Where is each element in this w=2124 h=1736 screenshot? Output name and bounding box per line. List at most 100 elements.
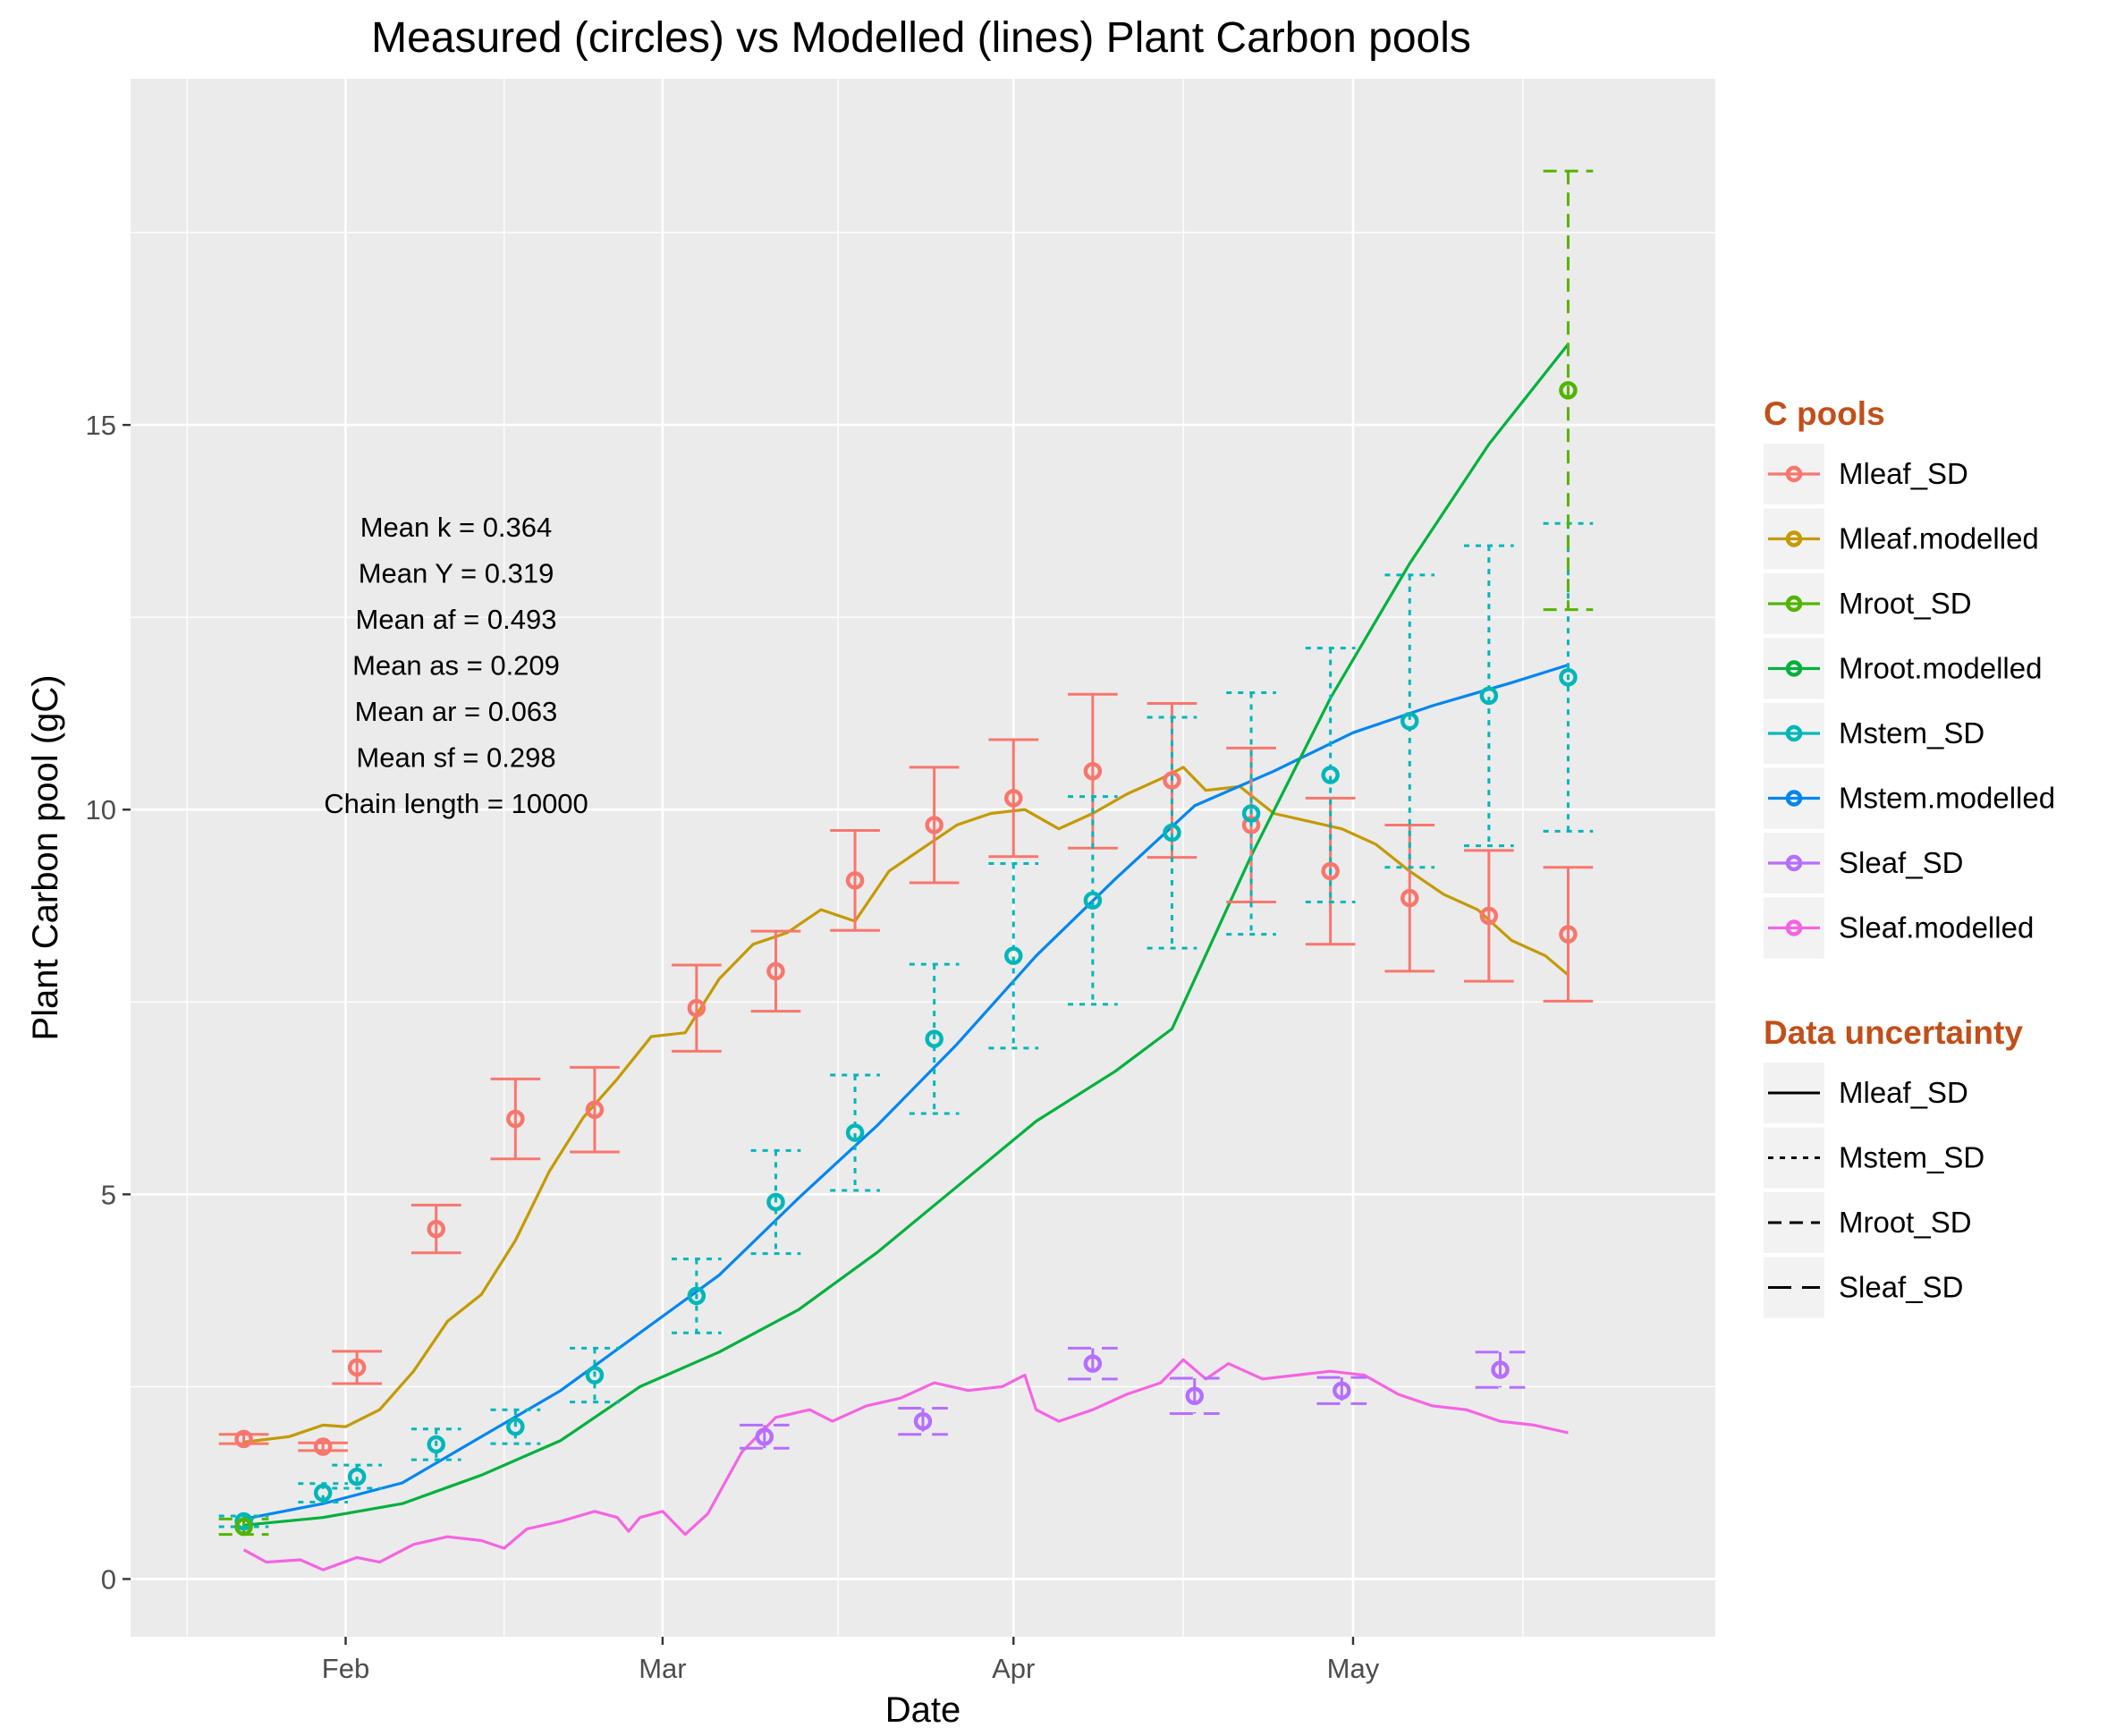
sleaf-sd-point bbox=[1185, 1386, 1205, 1405]
legend-key-point bbox=[1785, 919, 1803, 936]
line-Mroot-modelled bbox=[243, 343, 1570, 1527]
mroot-sd-point bbox=[1559, 381, 1578, 400]
sleaf-sd-point bbox=[1333, 1381, 1351, 1400]
mleaf-sd-point bbox=[925, 816, 944, 834]
legend-key-point bbox=[1785, 724, 1803, 742]
mleaf-sd-point bbox=[687, 998, 707, 1018]
y-tick-label: 10 bbox=[86, 794, 116, 826]
mleaf-sd-point bbox=[347, 1358, 367, 1377]
sleaf-sd-point bbox=[1491, 1360, 1510, 1379]
legend-pools: Mleaf_SD Mleaf.modelled Mroot_SD Mroot.mode… bbox=[1764, 444, 2055, 959]
mstem-sd-point bbox=[506, 1417, 525, 1436]
grid-minor bbox=[131, 79, 1715, 1637]
mleaf-sd-point bbox=[1083, 761, 1103, 781]
sleaf-sd-point bbox=[1083, 1354, 1103, 1373]
legend-label: Mroot_SD bbox=[1839, 587, 1972, 620]
annotation-text: Chain length = 10000 bbox=[324, 788, 588, 819]
mstem-sd-point bbox=[1321, 766, 1340, 784]
mroot-sd-point bbox=[234, 1517, 253, 1537]
mstem-sd-point bbox=[1559, 668, 1578, 687]
mstem-sd-point bbox=[766, 1192, 785, 1212]
sleaf-sd-point bbox=[755, 1427, 774, 1446]
legend-key-point bbox=[1785, 595, 1803, 613]
legend-key-point bbox=[1785, 854, 1803, 872]
mstem-sd-point bbox=[347, 1467, 367, 1486]
sleaf-sd-point bbox=[913, 1411, 933, 1431]
mleaf-sd-point bbox=[585, 1100, 605, 1119]
mstem-sd-point bbox=[313, 1483, 333, 1503]
legend-label: Mleaf.modelled bbox=[1839, 522, 2039, 555]
mleaf-sd-point bbox=[1241, 816, 1261, 834]
grid-major bbox=[131, 79, 1715, 1637]
legend-label: Mroot_SD bbox=[1839, 1206, 1972, 1239]
line-Sleaf-modelled bbox=[242, 1358, 1569, 1571]
mleaf-sd-point bbox=[766, 961, 785, 981]
legend-label: Mstem.modelled bbox=[1839, 782, 2055, 815]
legend-key-point bbox=[1785, 790, 1803, 807]
mleaf-sd-point bbox=[313, 1437, 333, 1456]
y-axis-label: Plant Carbon pool (gC) bbox=[26, 674, 65, 1040]
legend: C pools Mleaf_SD Mleaf.modelled Mroot_SD Mr… bbox=[1764, 395, 2055, 1318]
mleaf-sd-point bbox=[1321, 861, 1340, 881]
mleaf-sd-point bbox=[506, 1109, 525, 1129]
mstem-sd-point bbox=[845, 1123, 865, 1142]
y-tick-label: 15 bbox=[86, 410, 116, 441]
annotation-text: Mean Y = 0.319 bbox=[359, 558, 554, 589]
mstem-sd-point bbox=[1163, 823, 1181, 843]
mleaf-sd-point bbox=[427, 1219, 445, 1239]
legend-label: Mstem_SD bbox=[1839, 1141, 1984, 1174]
legend-uncertainty: Mleaf_SD Mstem_SD Mroot_SD Sleaf_SD bbox=[1764, 1063, 1984, 1318]
mleaf-sd-point bbox=[1400, 888, 1419, 908]
parameter-annotations: Mean k = 0.364 Mean Y = 0.319 Mean af = 0.… bbox=[324, 512, 588, 819]
x-tick-label: Mar bbox=[639, 1653, 686, 1684]
x-tick-label: May bbox=[1327, 1653, 1380, 1684]
y-tick-label: 5 bbox=[101, 1179, 116, 1210]
x-tick-label: Apr bbox=[992, 1653, 1035, 1684]
legend-uncertainty-title: Data uncertainty bbox=[1764, 1014, 2023, 1051]
annotation-text: Mean k = 0.364 bbox=[360, 512, 553, 543]
mstem-sd-point bbox=[925, 1029, 944, 1048]
line-Mleaf-modelled bbox=[243, 766, 1570, 1444]
y-tick-label: 0 bbox=[101, 1563, 116, 1595]
chart-title: Measured (circles) vs Modelled (lines) P… bbox=[371, 14, 1471, 62]
line-Mstem-modelled bbox=[243, 663, 1569, 1520]
mstem-sd-point bbox=[1400, 712, 1419, 731]
legend-label: Mroot.modelled bbox=[1839, 652, 2042, 685]
mleaf-sd-point bbox=[1163, 771, 1181, 790]
annotation-text: Mean af = 0.493 bbox=[356, 604, 557, 635]
legend-key-point bbox=[1785, 660, 1803, 677]
mstem-sd-point bbox=[585, 1366, 605, 1385]
legend-label: Sleaf_SD bbox=[1839, 1271, 1963, 1304]
legend-label: Mstem_SD bbox=[1839, 716, 1984, 749]
legend-label: Mleaf_SD bbox=[1839, 1076, 1968, 1109]
legend-label: Sleaf_SD bbox=[1839, 846, 1963, 879]
error-bars bbox=[218, 169, 1594, 1537]
mstem-sd-point bbox=[1004, 946, 1023, 965]
legend-key-point bbox=[1785, 465, 1803, 483]
y-axis: 0 5 10 15 bbox=[86, 410, 131, 1595]
mstem-sd-point bbox=[1479, 686, 1499, 706]
mstem-sd-point bbox=[687, 1286, 707, 1306]
legend-label: Sleaf.modelled bbox=[1839, 911, 2034, 944]
plot-panel bbox=[131, 79, 1715, 1637]
mleaf-sd-point bbox=[234, 1429, 253, 1449]
legend-pools-title: C pools bbox=[1764, 395, 1885, 432]
mleaf-sd-point bbox=[1479, 906, 1499, 926]
mstem-sd-point bbox=[1083, 891, 1103, 910]
mstem-sd-point bbox=[427, 1435, 445, 1454]
mleaf-sd-point bbox=[845, 871, 865, 890]
legend-key-point bbox=[1785, 530, 1803, 547]
mstem-sd-point bbox=[1241, 804, 1261, 823]
modelled-lines bbox=[242, 343, 1570, 1571]
mleaf-sd-point bbox=[1559, 925, 1578, 944]
annotation-text: Mean as = 0.209 bbox=[352, 650, 560, 682]
annotation-text: Mean ar = 0.063 bbox=[355, 696, 558, 727]
mleaf-sd-point bbox=[1004, 789, 1023, 808]
x-tick-label: Feb bbox=[322, 1653, 369, 1684]
measured-points bbox=[234, 381, 1578, 1537]
legend-label: Mleaf_SD bbox=[1839, 457, 1968, 490]
x-axis-label: Date bbox=[885, 1690, 961, 1730]
x-axis: Feb Mar Apr May bbox=[322, 1637, 1380, 1684]
annotation-text: Mean sf = 0.298 bbox=[356, 742, 555, 774]
